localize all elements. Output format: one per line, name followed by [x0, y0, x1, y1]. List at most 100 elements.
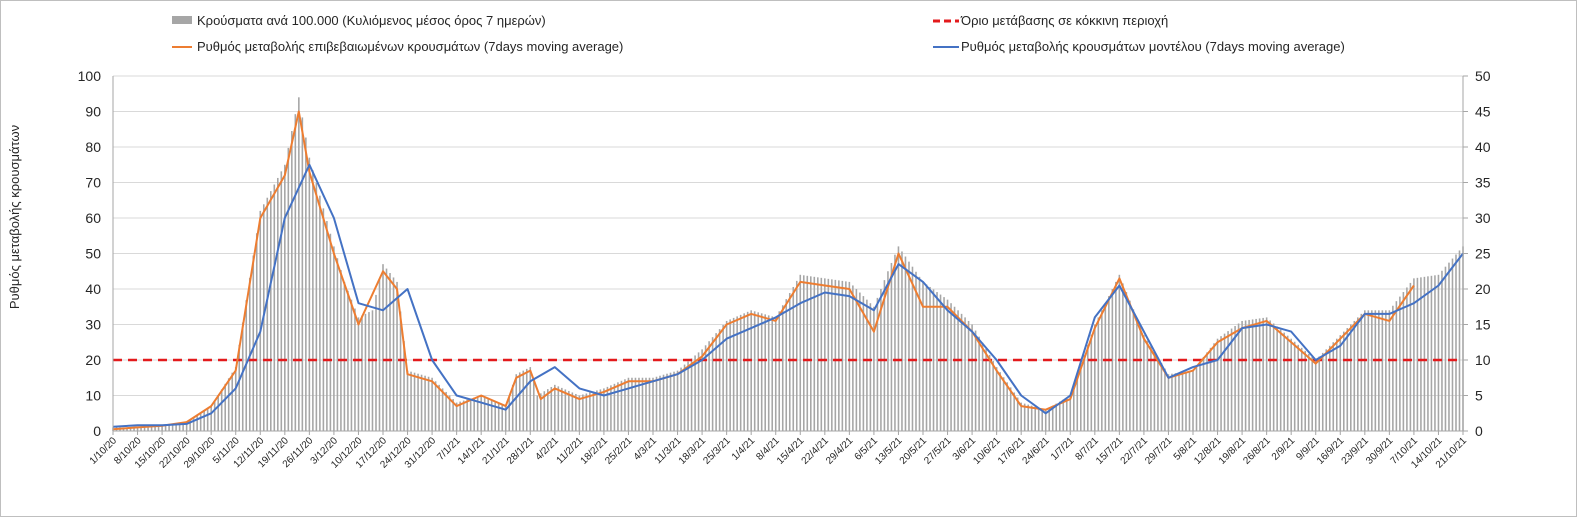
bar [589, 392, 591, 431]
bar [1115, 281, 1117, 431]
bar [1108, 296, 1110, 431]
model-rate-line [112, 163, 1464, 428]
bar [1125, 292, 1128, 431]
bar [210, 406, 212, 431]
bar [1321, 352, 1324, 431]
bar [610, 385, 612, 431]
bar [694, 355, 696, 431]
bar [483, 397, 486, 431]
bar [336, 258, 339, 431]
bar [182, 422, 184, 431]
bar [1276, 326, 1278, 431]
bar [389, 273, 391, 431]
bar [701, 349, 703, 431]
y-tick-left: 40 [85, 281, 101, 297]
bar [305, 137, 307, 432]
y-tick-left: 10 [85, 388, 101, 404]
bar [1381, 310, 1384, 431]
bar [1297, 344, 1299, 431]
bar [676, 370, 679, 431]
bar [785, 299, 788, 431]
y-tick-left: 90 [85, 104, 101, 120]
bar [873, 306, 875, 431]
bar [136, 427, 139, 431]
bar [1030, 405, 1033, 431]
bar [189, 419, 191, 431]
bar [417, 373, 419, 431]
bar [196, 415, 198, 431]
bar [1006, 382, 1008, 431]
bar [255, 233, 258, 431]
bar [1378, 310, 1380, 431]
bar [946, 299, 949, 431]
bar [284, 164, 286, 431]
bar [838, 280, 840, 431]
bar [964, 317, 966, 431]
bar [1037, 407, 1040, 431]
bar [1385, 310, 1387, 431]
bar [883, 280, 886, 431]
bar [238, 344, 241, 431]
bar [364, 313, 367, 431]
bar [1195, 366, 1198, 431]
legend-item-bars: Κρούσματα ανά 100.000 (Κυλιόμενος μέσος … [172, 13, 546, 28]
y-tick-left: 100 [78, 68, 102, 84]
bar [1055, 403, 1058, 431]
bar [936, 292, 938, 431]
bar [1458, 250, 1461, 431]
bar [1171, 373, 1173, 431]
bar [1062, 399, 1065, 431]
bar [1104, 303, 1107, 431]
bar [1300, 347, 1303, 431]
bar [522, 370, 525, 431]
bar [606, 386, 609, 431]
bar [1444, 266, 1447, 431]
bar [511, 384, 514, 431]
bar [802, 275, 805, 431]
bar [729, 319, 731, 431]
bar [1290, 338, 1292, 431]
bar [953, 306, 956, 431]
bar [497, 403, 500, 431]
bar [469, 398, 472, 431]
bar [406, 370, 409, 431]
bar [1451, 258, 1454, 431]
bar [273, 184, 276, 431]
legend-item-confirmed: Ρυθμός μεταβολής επιβεβαιωμένων κρουσμάτ… [172, 39, 623, 54]
bar [301, 117, 304, 432]
bar [490, 400, 493, 431]
bar [340, 270, 342, 431]
bar [234, 367, 237, 431]
bar [459, 401, 461, 431]
bar [1199, 361, 1201, 431]
bar [329, 233, 332, 431]
bar [220, 389, 223, 431]
bar [375, 294, 377, 431]
bar [788, 293, 791, 431]
bar [319, 195, 321, 431]
bar [1357, 317, 1359, 431]
bar [687, 361, 689, 431]
bar [704, 345, 707, 431]
bar [1269, 320, 1271, 431]
bar [154, 426, 156, 431]
bar [799, 274, 802, 431]
bar [1350, 324, 1352, 431]
bar [866, 299, 868, 431]
bar [974, 330, 977, 431]
bar [1058, 401, 1061, 431]
y-tick-right: 35 [1475, 175, 1491, 191]
confirmed-rate-line [112, 110, 1415, 431]
bar [1241, 320, 1243, 431]
bar [1395, 301, 1398, 431]
bar [217, 394, 219, 431]
bar [1346, 328, 1349, 431]
bar [795, 280, 798, 431]
bar [1223, 333, 1226, 431]
bar [981, 342, 984, 431]
bar [585, 393, 588, 431]
bar [757, 312, 759, 431]
bar [129, 427, 132, 431]
bar [241, 322, 244, 431]
